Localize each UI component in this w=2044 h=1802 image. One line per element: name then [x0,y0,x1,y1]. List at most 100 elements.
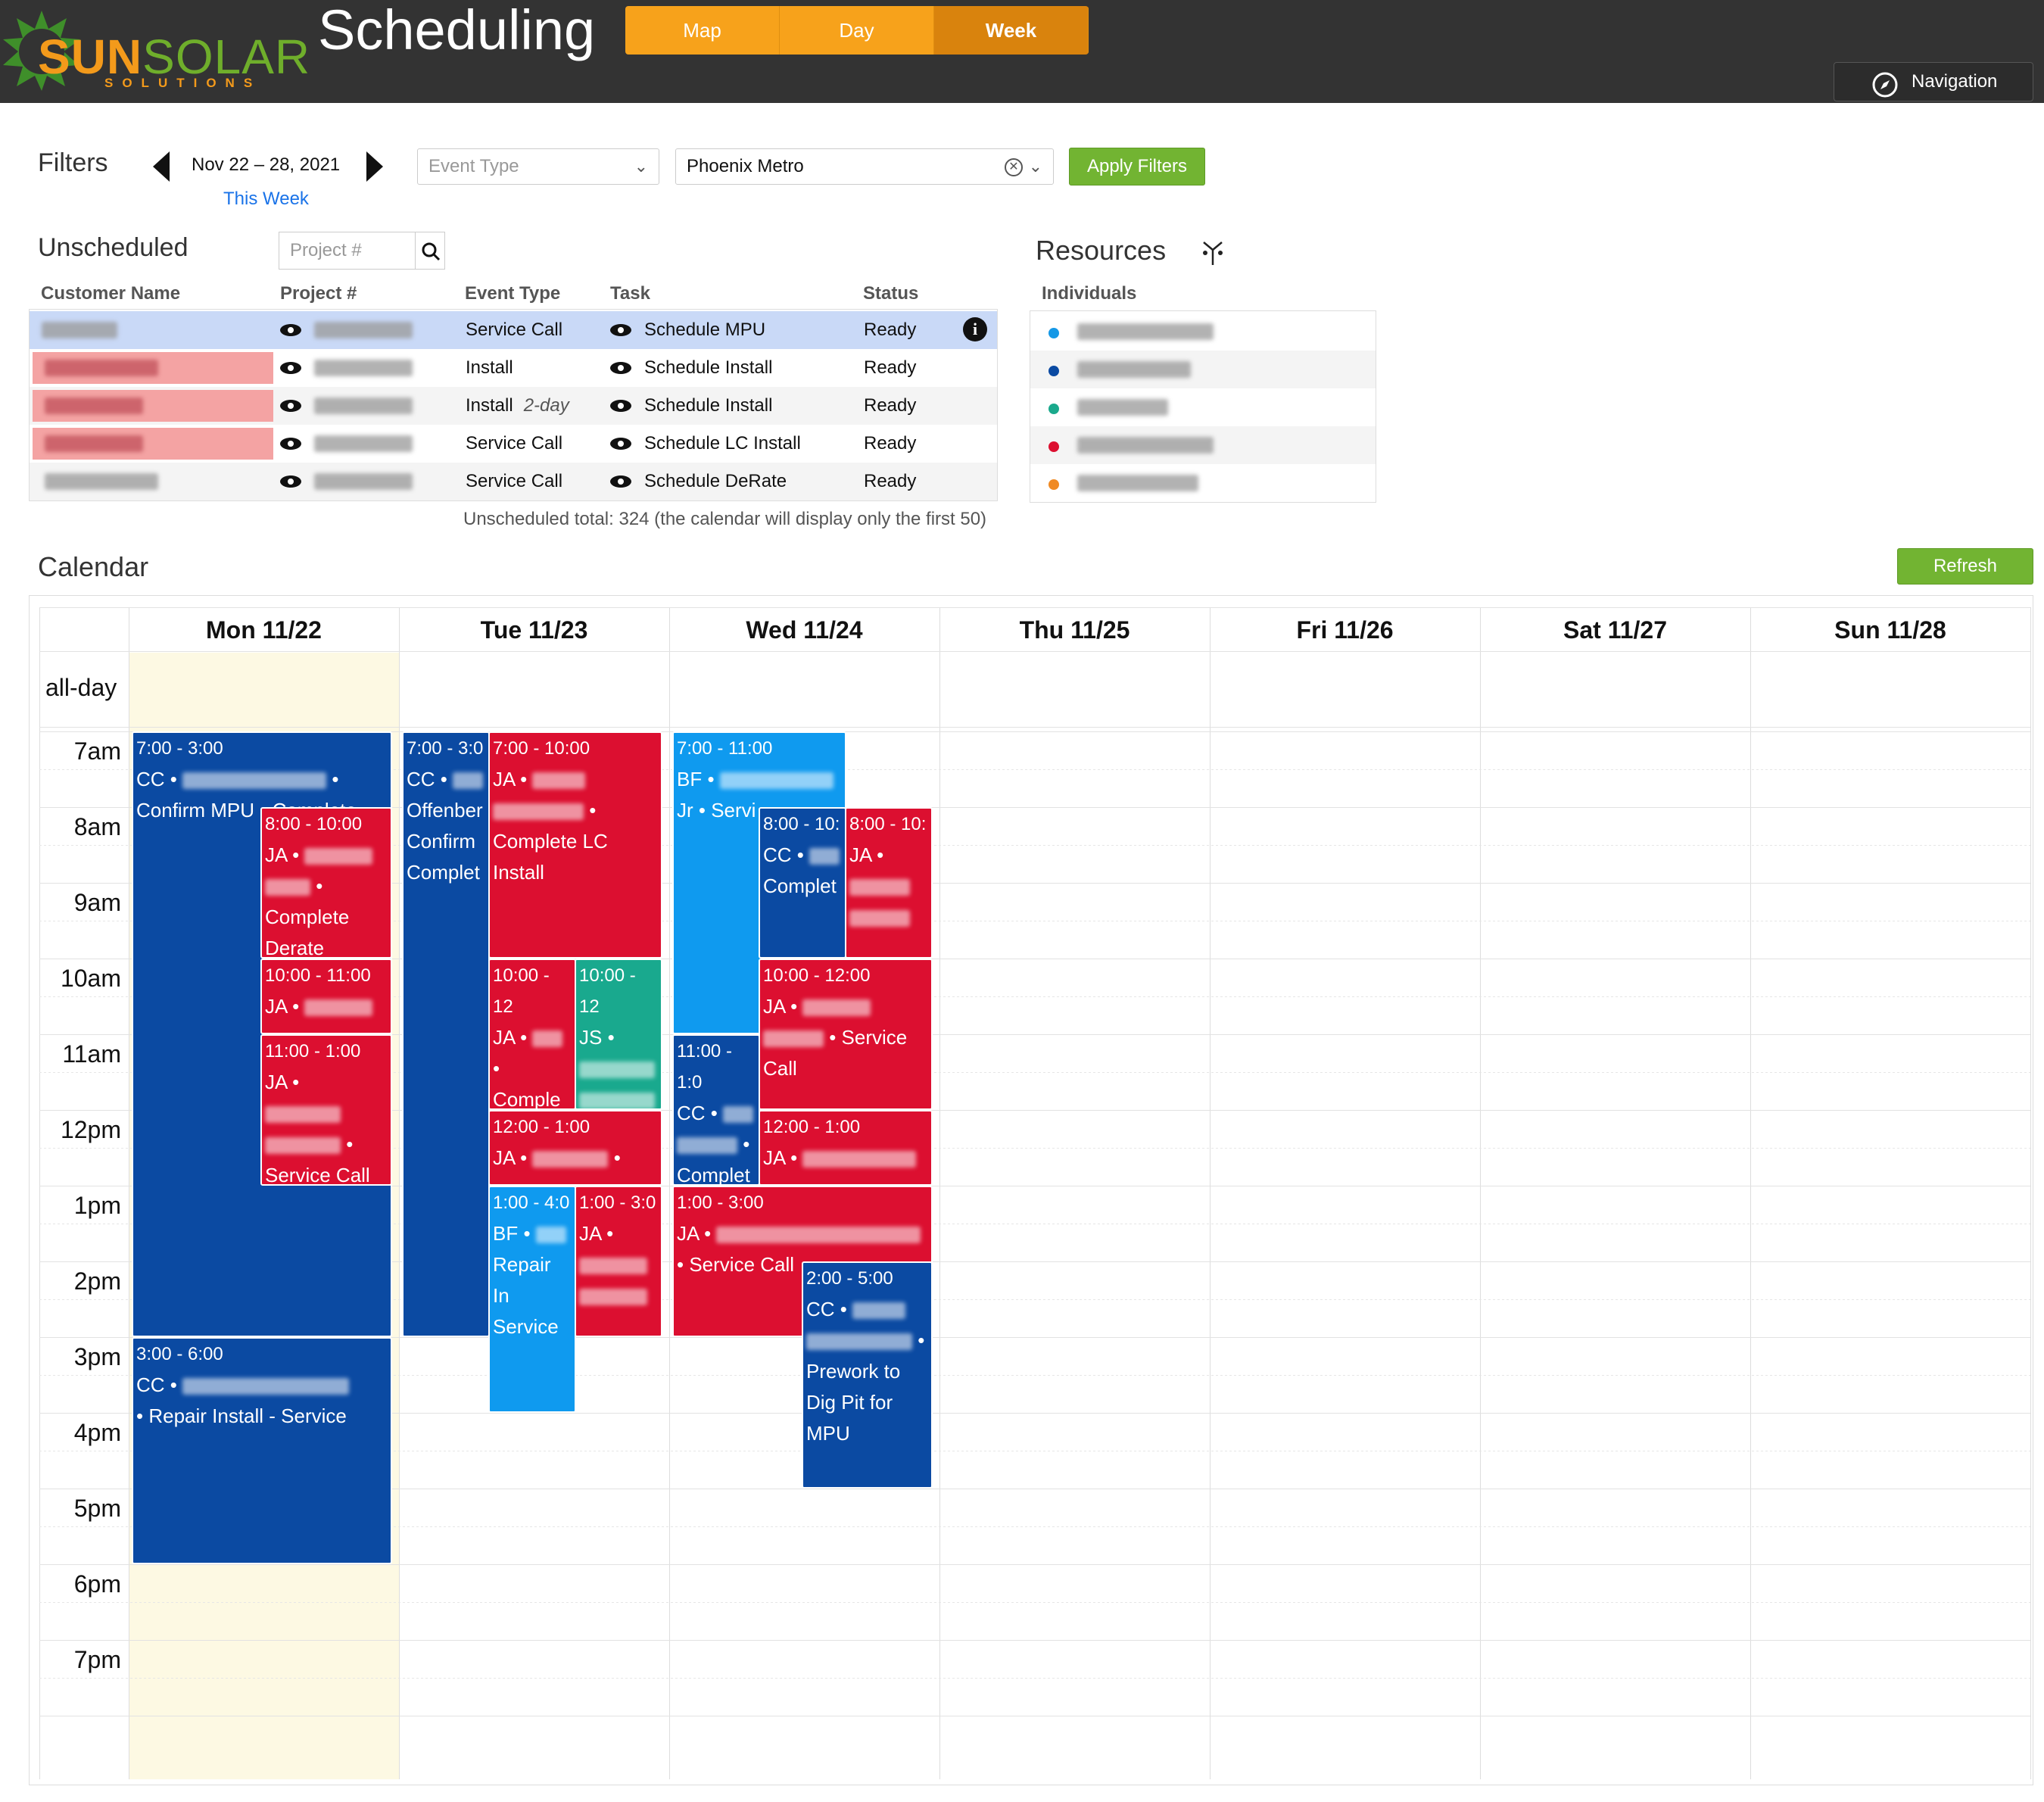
table-row[interactable]: Service Call Schedule MPU Ready i [30,311,997,349]
eye-icon[interactable] [609,437,632,450]
next-week-arrow-icon[interactable] [366,151,383,182]
tab-day[interactable]: Day [780,6,934,55]
grid-line [39,1678,2030,1679]
eye-icon[interactable] [609,475,632,488]
eye-icon[interactable] [609,323,632,337]
calendar-event[interactable]: 11:00 - 1:00 JA • • Service Call [260,1034,392,1186]
grid-line [399,607,400,1779]
grid-line [39,1337,2030,1338]
calendar-event[interactable]: 11:00 - 1:0 CC • • Complet [672,1034,760,1186]
unscheduled-total: Unscheduled total: 324 (the calendar wil… [463,509,987,529]
eye-icon[interactable] [609,399,632,413]
redacted-project-number [314,473,413,490]
calendar-event[interactable]: 8:00 - 10:00 JA • • Complete Derate [260,807,392,959]
col-event-type[interactable]: Event Type [465,283,561,304]
navigation-label: Navigation [1912,71,1998,92]
redacted-customer-name [45,360,158,376]
status: Ready [864,320,917,340]
redacted-resource-name [1077,437,1214,454]
search-button[interactable] [415,232,445,270]
grid-line [39,1640,2030,1641]
grid-line [39,1261,2030,1262]
eye-icon[interactable] [279,323,302,337]
calendar-event[interactable]: 10:00 - 12 JA • • Comple Derate [488,959,576,1110]
calendar-event[interactable]: 2:00 - 5:00 CC • • Prework to Dig Pit fo… [802,1261,933,1489]
resource-color-dot [1048,404,1059,414]
project-search-input[interactable]: Project # [279,232,415,270]
table-row[interactable]: Service Call Schedule LC Install Ready [30,425,997,463]
grid-line [39,1148,2030,1149]
region-value: Phoenix Metro [687,156,804,176]
table-row[interactable]: Install Schedule Install Ready [30,349,997,387]
hour-label: 11am [62,1040,121,1068]
day-header-sun[interactable]: Sun 11/28 [1834,616,1946,644]
grid-line [39,1110,2030,1111]
calendar-event[interactable]: 12:00 - 1:00 JA • • [488,1110,662,1186]
calendar-event[interactable]: 3:00 - 6:00 CC • • Repair Install - Serv… [132,1337,392,1564]
all-day-label: all-day [45,674,117,701]
day-header-mon[interactable]: Mon 11/22 [206,616,322,644]
eye-icon[interactable] [279,361,302,375]
calendar-grid [29,595,2033,1785]
region-select[interactable]: Phoenix Metro ✕ ⌄ [675,148,1054,185]
grid-line [39,607,40,1779]
this-week-link[interactable]: This Week [223,189,309,209]
calendar-event[interactable]: 1:00 - 4:0 BF • Repair In Service [488,1186,576,1413]
calendar-event[interactable]: 7:00 - 10:00 JA • • Complete LC Install [488,731,662,959]
list-item[interactable] [1030,388,1376,426]
navigation-button[interactable]: Navigation [1834,62,2033,101]
redacted-customer-name [45,398,143,414]
day-header-wed[interactable]: Wed 11/24 [746,616,863,644]
calendar-event[interactable]: 7:00 - 3:0 CC • Offenber Confirm Complet [402,731,490,1337]
apply-filters-button[interactable]: Apply Filters [1069,148,1205,186]
status: Ready [864,395,917,416]
calendar-event[interactable]: 12:00 - 1:00 JA • [759,1110,933,1186]
calendar-event[interactable]: 8:00 - 10: JA • [845,807,933,959]
day-header-sat[interactable]: Sat 11/27 [1563,616,1667,644]
list-item[interactable] [1030,426,1376,464]
col-customer-name[interactable]: Customer Name [41,283,181,304]
tab-map[interactable]: Map [625,6,780,55]
calendar-event[interactable]: 10:00 - 12 JS • [575,959,662,1110]
list-item[interactable] [1030,313,1376,351]
eye-icon[interactable] [279,399,302,413]
calendar-event[interactable]: 10:00 - 11:00 JA • [260,959,392,1034]
list-item[interactable] [1030,464,1376,502]
refresh-button[interactable]: Refresh [1897,548,2033,585]
calendar-event[interactable]: 10:00 - 12:00 JA • • Service Call [759,959,933,1110]
calendar-event[interactable]: 1:00 - 3:0 JA • [575,1186,662,1337]
day-header-tue[interactable]: Tue 11/23 [480,616,588,644]
date-range: Nov 22 – 28, 2021 [192,154,341,175]
prev-week-arrow-icon[interactable] [153,151,170,182]
eye-icon[interactable] [609,361,632,375]
table-row[interactable]: Service Call Schedule DeRate Ready [30,463,997,500]
eye-icon[interactable] [279,437,302,450]
day-header-thu[interactable]: Thu 11/25 [1019,616,1130,644]
event-type-select[interactable]: Event Type ⌄ [417,148,659,185]
hour-label: 6pm [73,1570,121,1598]
event-note: 2-day [523,395,569,416]
clear-icon[interactable]: ✕ [1005,158,1023,176]
col-status[interactable]: Status [863,283,919,304]
col-project-number[interactable]: Project # [280,283,357,304]
grid-line [39,651,2030,652]
day-header-fri[interactable]: Fri 11/26 [1296,616,1394,644]
page-title: Scheduling [318,0,596,61]
status: Ready [864,471,917,491]
grid-line [669,607,670,1779]
hour-label: 2pm [73,1267,121,1295]
calendar-event[interactable]: 8:00 - 10: CC • Complet [759,807,846,959]
grid-line [39,1564,2030,1565]
resource-filter-icon[interactable] [1199,239,1226,267]
eye-icon[interactable] [279,475,302,488]
search-icon [422,242,441,261]
table-row[interactable]: Install 2-day Schedule Install Ready [30,387,997,425]
list-item[interactable] [1030,351,1376,388]
info-icon[interactable]: i [963,317,987,341]
tab-week[interactable]: Week [934,6,1089,55]
grid-line [39,1034,2030,1035]
task: Schedule DeRate [644,471,787,491]
filters-title: Filters [38,148,108,177]
company-logo: SUNSOLAR SOLUTIONS [0,9,310,92]
col-task[interactable]: Task [610,283,650,304]
